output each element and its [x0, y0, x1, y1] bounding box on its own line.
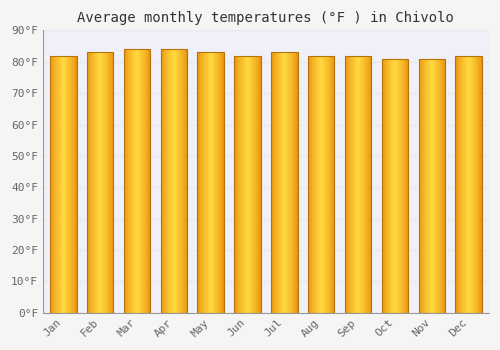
- Bar: [87, 52, 114, 313]
- Bar: [124, 49, 150, 313]
- Title: Average monthly temperatures (°F ) in Chivolo: Average monthly temperatures (°F ) in Ch…: [78, 11, 454, 25]
- Bar: [160, 49, 187, 313]
- Bar: [345, 56, 372, 313]
- Bar: [271, 52, 297, 313]
- Bar: [418, 59, 445, 313]
- Bar: [50, 56, 76, 313]
- Bar: [456, 56, 482, 313]
- Bar: [234, 56, 261, 313]
- Bar: [382, 59, 408, 313]
- Bar: [308, 56, 334, 313]
- Bar: [198, 52, 224, 313]
